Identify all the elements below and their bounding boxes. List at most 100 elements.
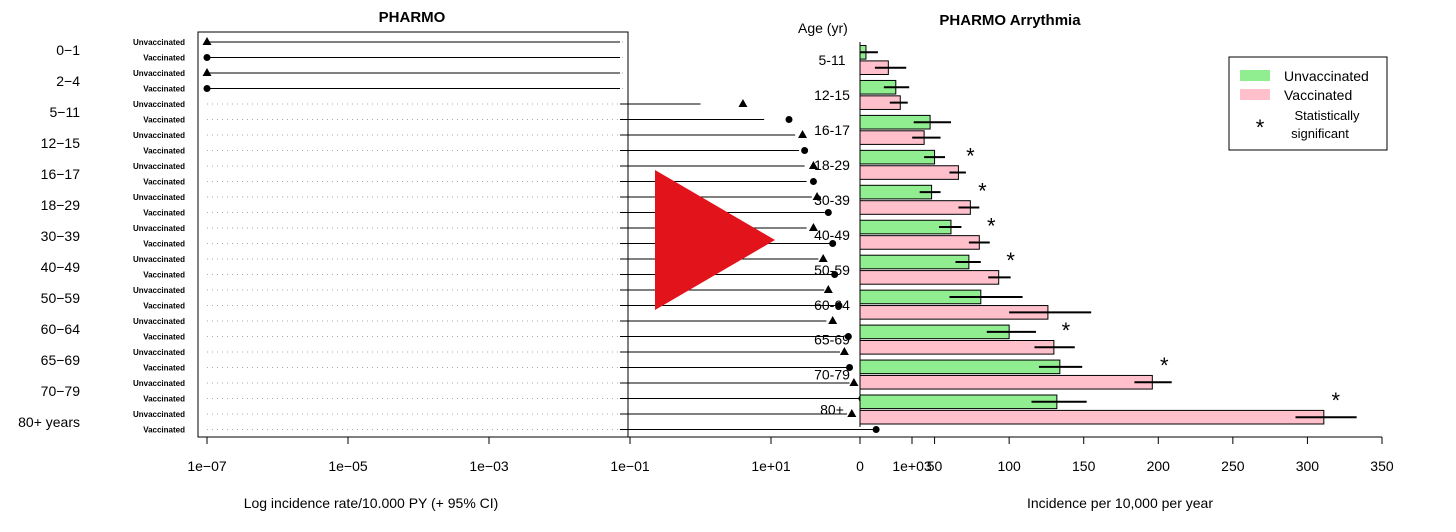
legend-swatch-unvaccinated [1240,70,1270,81]
bar-vaccinated [859,165,959,180]
row-label: Unvaccinated [133,131,185,140]
group-label: 30−39 [41,228,81,244]
row-label: Unvaccinated [133,69,185,78]
group-label: 2−4 [56,73,80,89]
point-vaccinated [801,147,809,154]
bar-vaccinated [859,409,1325,425]
category-label: 60-64 [814,297,850,313]
x-tick-label: 0 [856,458,864,474]
bar-chart-category-labels: 5-11 12-15 16-17 18-29 30-39 40-49 50-59 60-64 6… [814,52,850,418]
point-unvaccinated [738,99,748,107]
significance-star: * [987,213,996,238]
forest-plot-group-labels: 0−1 2−4 5−11 12−15 16−17 18−29 30−39 40−49 50−59… [18,42,80,430]
category-label: 65-69 [814,332,850,348]
group-label: 5−11 [50,104,81,120]
row-label: Vaccinated [143,333,185,342]
bar-chart-legend: Unvaccinated Vaccinated * Statistically sign… [1228,56,1388,151]
legend-star-icon: * [1256,115,1265,140]
x-tick-label: 1e−03 [469,458,509,474]
row-label: Unvaccinated [133,100,185,109]
row-label: Vaccinated [143,426,185,435]
right-arrow-icon [655,170,775,310]
row-label: Unvaccinated [133,193,185,202]
point-unvaccinated [818,254,828,262]
group-label: 16−17 [41,166,81,182]
forest-plot-row-labels: Unvaccinated Vaccinated Unvaccinated Vaccin… [133,38,185,435]
x-tick-label: 300 [1296,458,1320,474]
forest-plot-marks [202,37,880,433]
point-vaccinated [831,271,839,278]
point-unvaccinated [847,409,857,417]
group-label: 18−29 [41,197,81,213]
x-tick-label: 250 [1221,458,1245,474]
category-label: 5-11 [819,52,846,68]
point-unvaccinated [808,223,818,231]
row-label: Unvaccinated [133,379,185,388]
point-unvaccinated [823,285,833,293]
bar-unvaccinated [859,394,1058,410]
group-label: 80+ years [18,414,80,430]
x-tick-label: 1e−07 [187,458,227,474]
point-unvaccinated [202,37,212,45]
group-label: 0−1 [56,42,80,58]
point-vaccinated [824,209,832,216]
bar-unvaccinated [859,359,1061,375]
row-label: Unvaccinated [133,410,185,419]
forest-plot-title: PHARMO [379,9,446,26]
category-label: 30-39 [814,192,850,208]
x-tick-label: 1e−05 [328,458,368,474]
x-tick-label: 100 [997,458,1021,474]
bar-unvaccinated [859,219,952,235]
row-label: Vaccinated [143,116,185,125]
category-label: 18-29 [814,157,850,173]
row-label: Unvaccinated [133,348,185,357]
row-label: Unvaccinated [133,255,185,264]
row-label: Unvaccinated [133,224,185,233]
forest-plot-grid [207,41,624,430]
row-label: Vaccinated [143,395,185,404]
category-label: 70-79 [814,367,850,383]
x-tick-label: 150 [1072,458,1096,474]
row-label: Vaccinated [143,302,185,311]
category-label: 80+ [820,402,844,418]
bar-vaccinated [859,270,1000,285]
row-label: Unvaccinated [133,162,185,171]
point-vaccinated [846,364,854,371]
x-tick-label: 1e−01 [610,458,650,474]
row-label: Vaccinated [143,85,185,94]
category-label: 16-17 [814,122,850,138]
significance-star: * [1006,248,1015,273]
bar-chart: PHARMO Arrythmia Age (yr) ******* 5-1112… [798,12,1394,511]
significance-star: * [1160,353,1169,378]
bar-chart-x-axis: 0 50 100 150 200 250 300 350 [856,436,1394,474]
category-label: 40-49 [814,227,850,243]
row-label: Vaccinated [143,147,185,156]
forest-plot-x-axis: 1e−07 1e−05 1e−03 1e−01 1e+01 1e+03 [187,436,932,474]
bar-chart-title: PHARMO Arrythmia [939,12,1081,29]
row-label: Unvaccinated [133,286,185,295]
x-tick-label: 1e+03 [892,458,932,474]
bar-vaccinated [859,374,1153,390]
bar-vaccinated [859,235,980,250]
legend-label-significant: significant [1291,126,1349,141]
legend-swatch-vaccinated [1240,89,1270,100]
point-vaccinated [809,178,817,185]
point-vaccinated [844,333,852,340]
group-label: 65−69 [41,352,81,368]
category-label: 50-59 [814,262,850,278]
group-label: 50−59 [41,290,81,306]
bar-chart-bars: ******* [859,45,1357,425]
point-unvaccinated [812,192,822,200]
significance-star: * [966,143,975,168]
group-label: 40−49 [41,259,81,275]
row-label: Vaccinated [143,178,185,187]
legend-label-significant: Statistically [1294,108,1360,123]
forest-plot-x-label: Log incidence rate/10.000 PY (+ 95% CI) [244,495,499,511]
point-unvaccinated [839,347,849,355]
point-vaccinated [203,85,211,92]
significance-star: * [1062,318,1071,343]
x-tick-label: 200 [1147,458,1171,474]
bar-unvaccinated [859,149,936,165]
group-label: 12−15 [41,135,81,151]
